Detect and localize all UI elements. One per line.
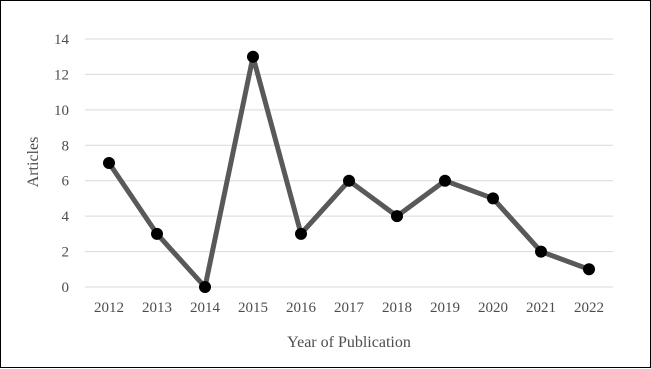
data-point [487, 192, 499, 205]
x-tick-label: 2016 [286, 300, 317, 316]
x-tick-label: 2021 [526, 300, 556, 316]
x-tick-label: 2015 [238, 300, 268, 316]
series-line [106, 54, 592, 290]
y-tick-label: 2 [62, 245, 70, 261]
x-tick-label: 2017 [334, 300, 365, 316]
y-tick-labels: 0 2 4 6 8 10 12 14 [54, 32, 70, 296]
data-point [199, 281, 211, 293]
data-point [247, 50, 259, 63]
y-tick-label: 8 [62, 138, 70, 154]
data-point [535, 245, 547, 258]
x-axis-title: Year of Publication [287, 334, 411, 351]
gridlines [85, 38, 613, 288]
data-point [583, 263, 595, 276]
x-tick-labels: 2012 2013 2014 2015 2016 2017 2018 2019 2020 2021… [94, 300, 604, 316]
data-point [295, 227, 307, 240]
y-tick-label: 4 [62, 209, 70, 225]
y-axis-title: Articles [25, 137, 42, 188]
data-point [343, 174, 355, 187]
x-tick-label: 2013 [142, 300, 172, 316]
x-tick-label: 2022 [574, 300, 604, 316]
x-tick-label: 2020 [478, 300, 508, 316]
y-tick-label: 12 [54, 67, 69, 83]
y-tick-label: 10 [54, 103, 69, 119]
x-tick-label: 2012 [94, 300, 124, 316]
y-tick-label: 14 [54, 32, 70, 48]
x-tick-label: 2014 [190, 300, 221, 316]
y-tick-label: 6 [62, 174, 70, 190]
y-tick-label: 0 [62, 280, 70, 296]
x-tick-label: 2018 [382, 300, 412, 316]
x-tick-label: 2019 [430, 300, 460, 316]
series-group [103, 50, 595, 293]
data-point [391, 210, 403, 223]
data-point [439, 174, 451, 187]
data-point [103, 157, 115, 169]
data-point [151, 227, 163, 240]
